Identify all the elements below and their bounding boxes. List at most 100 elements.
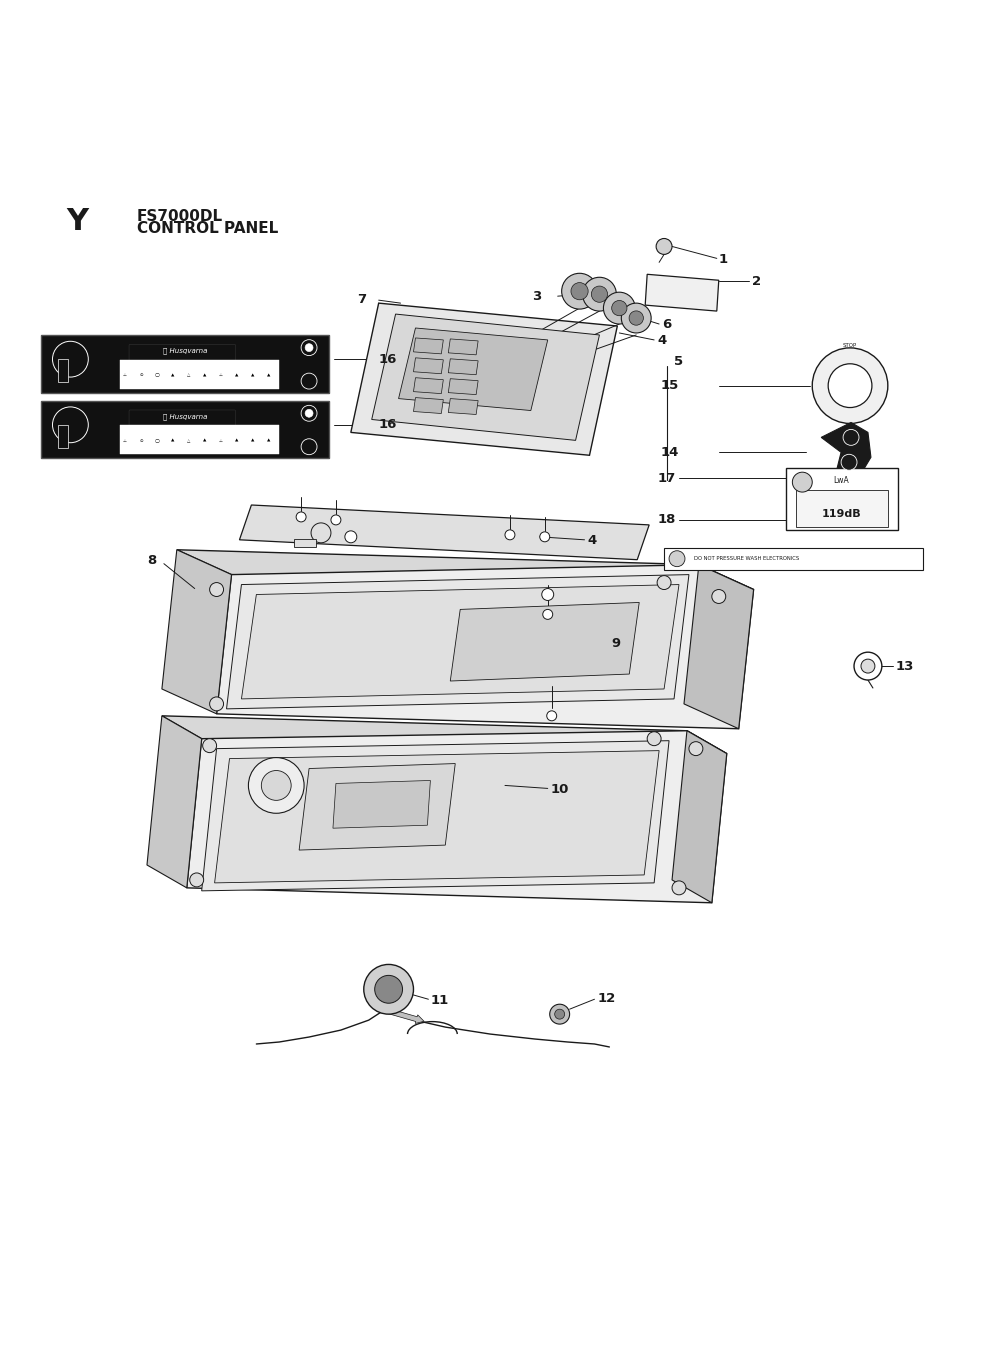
Polygon shape <box>351 304 617 456</box>
Text: ⓘ Husqvarna: ⓘ Husqvarna <box>163 347 207 354</box>
Polygon shape <box>413 378 443 394</box>
Bar <box>41 335 329 393</box>
Polygon shape <box>684 565 754 729</box>
Text: ⊙: ⊙ <box>139 373 143 378</box>
Bar <box>294 539 316 547</box>
Text: △: △ <box>187 439 190 443</box>
Circle shape <box>812 347 888 424</box>
Circle shape <box>861 659 875 673</box>
Polygon shape <box>448 339 478 354</box>
Circle shape <box>571 283 588 300</box>
Text: ▲: ▲ <box>251 373 254 378</box>
Circle shape <box>555 1010 565 1019</box>
Polygon shape <box>215 751 659 882</box>
Polygon shape <box>448 379 478 394</box>
Text: ▲: ▲ <box>171 373 175 378</box>
Text: ▲: ▲ <box>203 373 206 378</box>
Text: ⚠: ⚠ <box>123 373 127 378</box>
Bar <box>58 425 68 447</box>
Text: 10: 10 <box>551 782 569 796</box>
Circle shape <box>52 406 88 443</box>
Polygon shape <box>241 584 679 699</box>
Circle shape <box>583 278 616 311</box>
Polygon shape <box>372 315 599 440</box>
Polygon shape <box>413 358 443 373</box>
Polygon shape <box>299 763 455 850</box>
Circle shape <box>331 514 341 525</box>
Text: ▲: ▲ <box>267 439 270 443</box>
Circle shape <box>547 711 557 721</box>
Circle shape <box>375 975 403 1003</box>
Text: 16: 16 <box>379 419 397 431</box>
Circle shape <box>190 873 204 886</box>
Text: ▲: ▲ <box>203 439 206 443</box>
Circle shape <box>542 588 554 601</box>
Circle shape <box>550 1004 570 1025</box>
Text: 3: 3 <box>533 290 542 302</box>
Text: 1: 1 <box>719 253 728 265</box>
Polygon shape <box>448 358 478 375</box>
Polygon shape <box>821 423 871 484</box>
Circle shape <box>843 430 859 446</box>
Text: 5: 5 <box>674 356 683 368</box>
Polygon shape <box>645 275 719 311</box>
Text: ⊙: ⊙ <box>139 439 143 443</box>
Circle shape <box>647 732 661 746</box>
Polygon shape <box>413 338 443 354</box>
Circle shape <box>210 696 224 711</box>
Text: CONTROL PANEL: CONTROL PANEL <box>137 222 278 237</box>
Text: LwA: LwA <box>833 476 849 484</box>
Text: ⚠: ⚠ <box>123 439 127 443</box>
Polygon shape <box>450 602 639 681</box>
Circle shape <box>305 409 313 417</box>
Text: FS7000DL: FS7000DL <box>137 209 223 224</box>
Polygon shape <box>177 550 754 590</box>
Polygon shape <box>672 731 727 903</box>
Circle shape <box>540 532 550 542</box>
Circle shape <box>621 304 651 332</box>
Circle shape <box>301 405 317 421</box>
Circle shape <box>301 373 317 389</box>
Text: ⚠: ⚠ <box>219 439 222 443</box>
Text: STOP: STOP <box>843 343 857 347</box>
Text: 8: 8 <box>148 554 157 568</box>
Bar <box>58 360 68 382</box>
Text: ▲: ▲ <box>235 373 238 378</box>
Text: 16: 16 <box>379 353 397 365</box>
Polygon shape <box>217 565 754 729</box>
Text: 2: 2 <box>752 275 761 287</box>
Circle shape <box>657 576 671 590</box>
FancyBboxPatch shape <box>129 345 235 364</box>
Circle shape <box>305 343 313 352</box>
Text: 12: 12 <box>597 992 616 1004</box>
Circle shape <box>562 274 597 309</box>
Text: ⚠: ⚠ <box>219 373 222 378</box>
Text: STOP: STOP <box>851 471 861 475</box>
Polygon shape <box>202 740 669 891</box>
Text: Y: Y <box>66 207 88 237</box>
Text: ◯: ◯ <box>154 373 159 378</box>
Text: 17: 17 <box>658 472 676 484</box>
Circle shape <box>669 551 685 566</box>
Text: 18: 18 <box>658 513 676 527</box>
Polygon shape <box>147 715 202 888</box>
Text: 9: 9 <box>611 636 621 650</box>
Polygon shape <box>239 505 649 560</box>
Text: 119dB: 119dB <box>821 509 861 518</box>
Polygon shape <box>162 550 232 714</box>
Circle shape <box>296 512 306 523</box>
Circle shape <box>364 964 413 1014</box>
Text: ▲: ▲ <box>251 439 254 443</box>
Polygon shape <box>162 715 727 754</box>
Circle shape <box>543 609 553 620</box>
Text: 7: 7 <box>357 293 366 305</box>
Text: 4: 4 <box>588 535 597 547</box>
Circle shape <box>689 741 703 755</box>
Circle shape <box>792 472 812 492</box>
Bar <box>120 425 279 454</box>
Text: △: △ <box>187 373 190 378</box>
Circle shape <box>210 583 224 596</box>
Bar <box>120 360 279 389</box>
FancyBboxPatch shape <box>664 547 923 569</box>
Text: ▲: ▲ <box>171 439 175 443</box>
